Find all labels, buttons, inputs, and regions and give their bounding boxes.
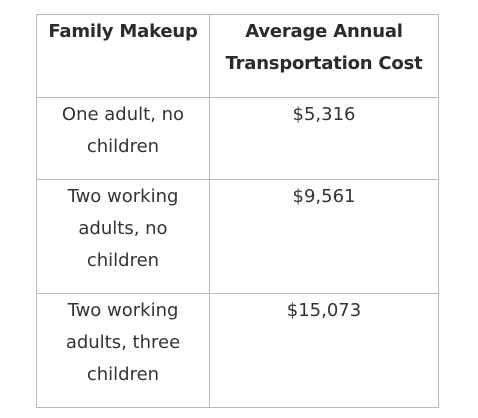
family-makeup-line: One adult, no: [61, 104, 185, 125]
header-family-makeup: Family Makeup: [36, 14, 210, 98]
family-makeup-line: Two working: [67, 300, 179, 321]
transportation-cost-table: Family Makeup Average Annual Transportat…: [36, 14, 439, 408]
family-makeup-line: adults, no: [78, 218, 168, 239]
table-row: Two working adults, three children $15,0…: [36, 293, 439, 408]
table-row: Two working adults, no children $9,561: [36, 179, 439, 294]
header-cost-line-2: Transportation Cost: [225, 53, 423, 74]
family-makeup-line: children: [86, 364, 160, 385]
header-average-cost: Average Annual Transportation Cost: [209, 14, 439, 98]
family-makeup-cell: One adult, no children: [36, 97, 210, 180]
cost-cell: $9,561: [209, 179, 439, 294]
family-makeup-cell: Two working adults, no children: [36, 179, 210, 294]
family-makeup-line: adults, three: [65, 332, 181, 353]
family-makeup-line: children: [86, 250, 160, 271]
table-row: One adult, no children $5,316: [36, 97, 439, 180]
header-cost-line-1: Average Annual: [245, 21, 403, 42]
family-makeup-cell: Two working adults, three children: [36, 293, 210, 408]
cost-value: $15,073: [286, 300, 362, 321]
cost-value: $9,561: [292, 186, 356, 207]
cost-value: $5,316: [292, 104, 356, 125]
family-makeup-line: children: [86, 136, 160, 157]
cost-cell: $5,316: [209, 97, 439, 180]
family-makeup-line: Two working: [67, 186, 179, 207]
table-header-row: Family Makeup Average Annual Transportat…: [36, 14, 439, 98]
cost-cell: $15,073: [209, 293, 439, 408]
header-family-label: Family Makeup: [48, 21, 198, 42]
